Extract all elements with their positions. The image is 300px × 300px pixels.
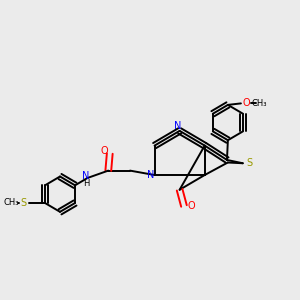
Text: CH₃: CH₃: [252, 99, 268, 108]
Text: CH₃: CH₃: [3, 199, 19, 208]
Text: S: S: [21, 198, 27, 208]
Text: N: N: [147, 170, 154, 180]
Text: S: S: [246, 158, 252, 168]
Text: O: O: [188, 201, 195, 211]
Text: H: H: [83, 179, 89, 188]
Text: O: O: [100, 146, 108, 156]
Text: O: O: [242, 98, 250, 108]
Text: N: N: [82, 172, 90, 182]
Text: N: N: [175, 122, 182, 131]
